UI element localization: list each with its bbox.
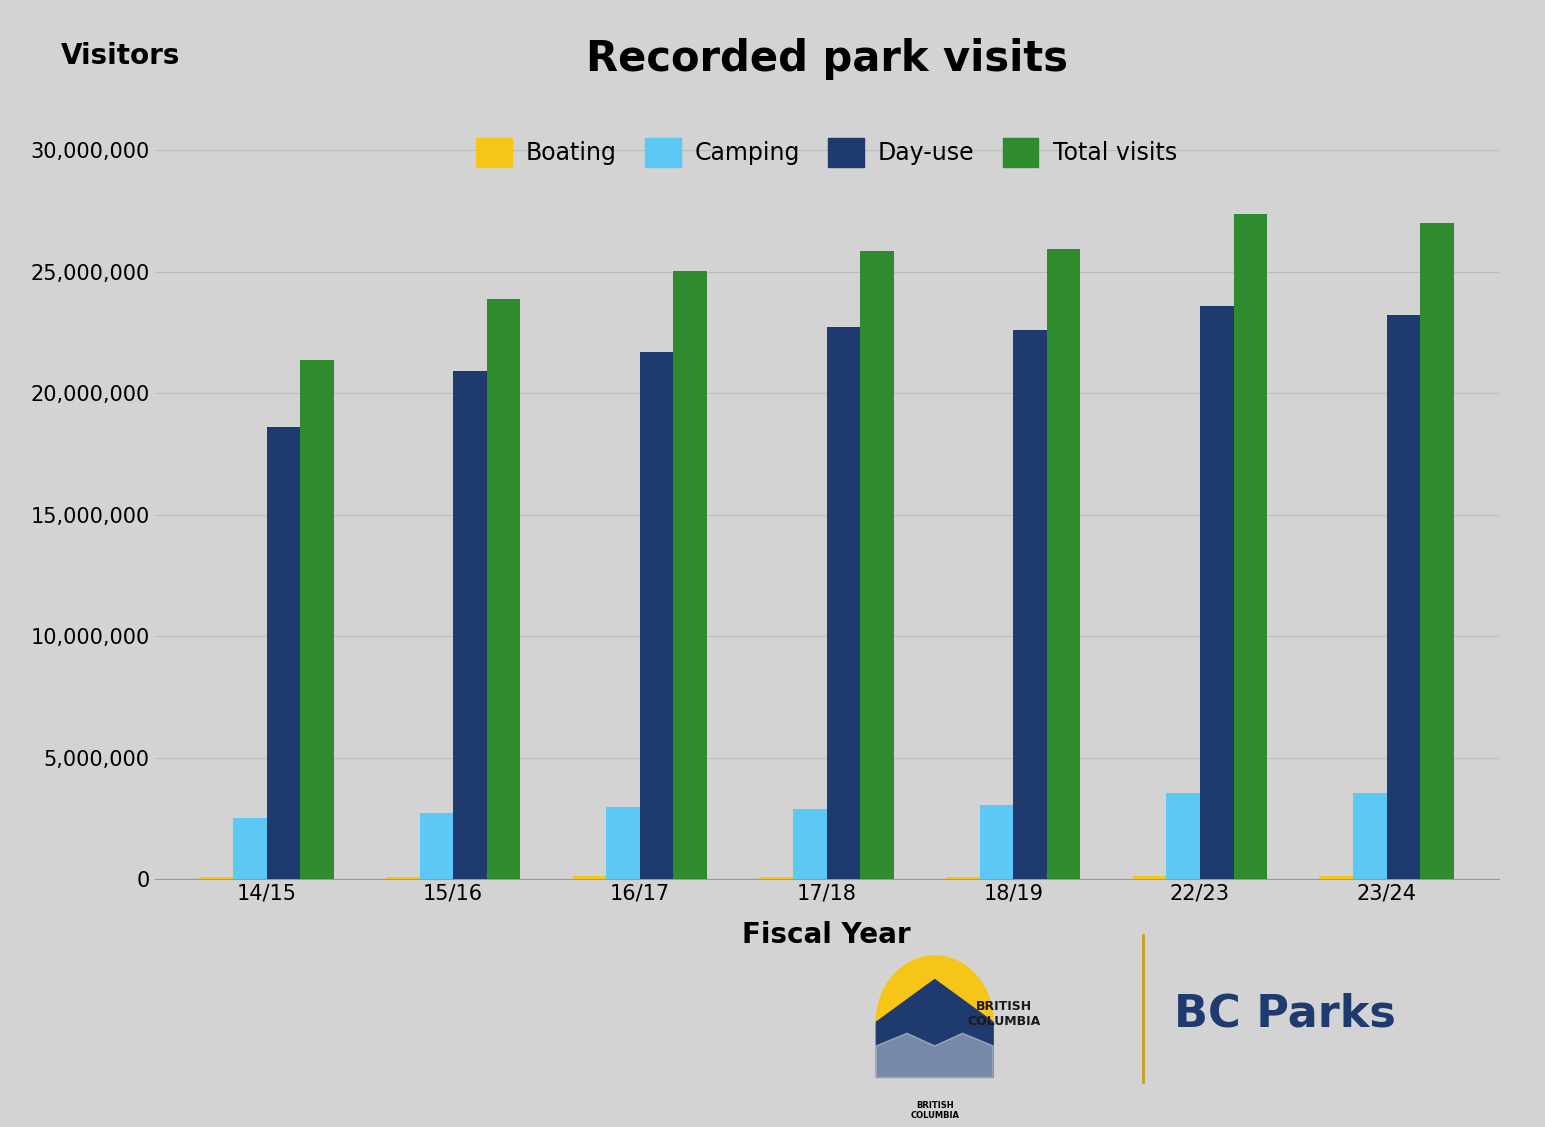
Bar [1233, 214, 1267, 879]
Bar [793, 808, 827, 879]
Bar [1200, 305, 1233, 879]
Bar [300, 361, 334, 879]
Bar [1014, 330, 1048, 879]
Bar [453, 371, 487, 879]
Bar [1353, 792, 1387, 879]
Bar [487, 299, 521, 879]
Text: BRITISH
COLUMBIA: BRITISH COLUMBIA [910, 1101, 959, 1120]
Bar [980, 805, 1014, 879]
Bar [386, 877, 420, 879]
Bar [1166, 792, 1200, 879]
Bar [233, 818, 266, 879]
Bar [199, 877, 233, 879]
Bar [946, 877, 980, 879]
Bar [827, 328, 861, 879]
X-axis label: Fiscal Year: Fiscal Year [742, 921, 912, 949]
Bar [674, 272, 708, 879]
Bar [1319, 876, 1353, 879]
Bar [573, 876, 606, 879]
Bar [861, 250, 893, 879]
Text: BC Parks: BC Parks [1174, 993, 1397, 1036]
Bar [1048, 249, 1080, 879]
Bar [640, 352, 674, 879]
Polygon shape [876, 1033, 993, 1077]
Bar [1387, 316, 1420, 879]
Title: Recorded park visits: Recorded park visits [586, 38, 1068, 80]
Bar [1420, 222, 1454, 879]
Polygon shape [876, 979, 993, 1077]
Bar [606, 807, 640, 879]
Bar [760, 877, 793, 879]
Bar [420, 814, 453, 879]
Legend: Boating, Camping, Day-use, Total visits: Boating, Camping, Day-use, Total visits [467, 128, 1187, 177]
Text: Visitors: Visitors [60, 43, 179, 70]
Wedge shape [876, 956, 993, 1022]
Text: BRITISH
COLUMBIA: BRITISH COLUMBIA [967, 1001, 1041, 1028]
Bar [1132, 876, 1166, 879]
Bar [266, 427, 300, 879]
